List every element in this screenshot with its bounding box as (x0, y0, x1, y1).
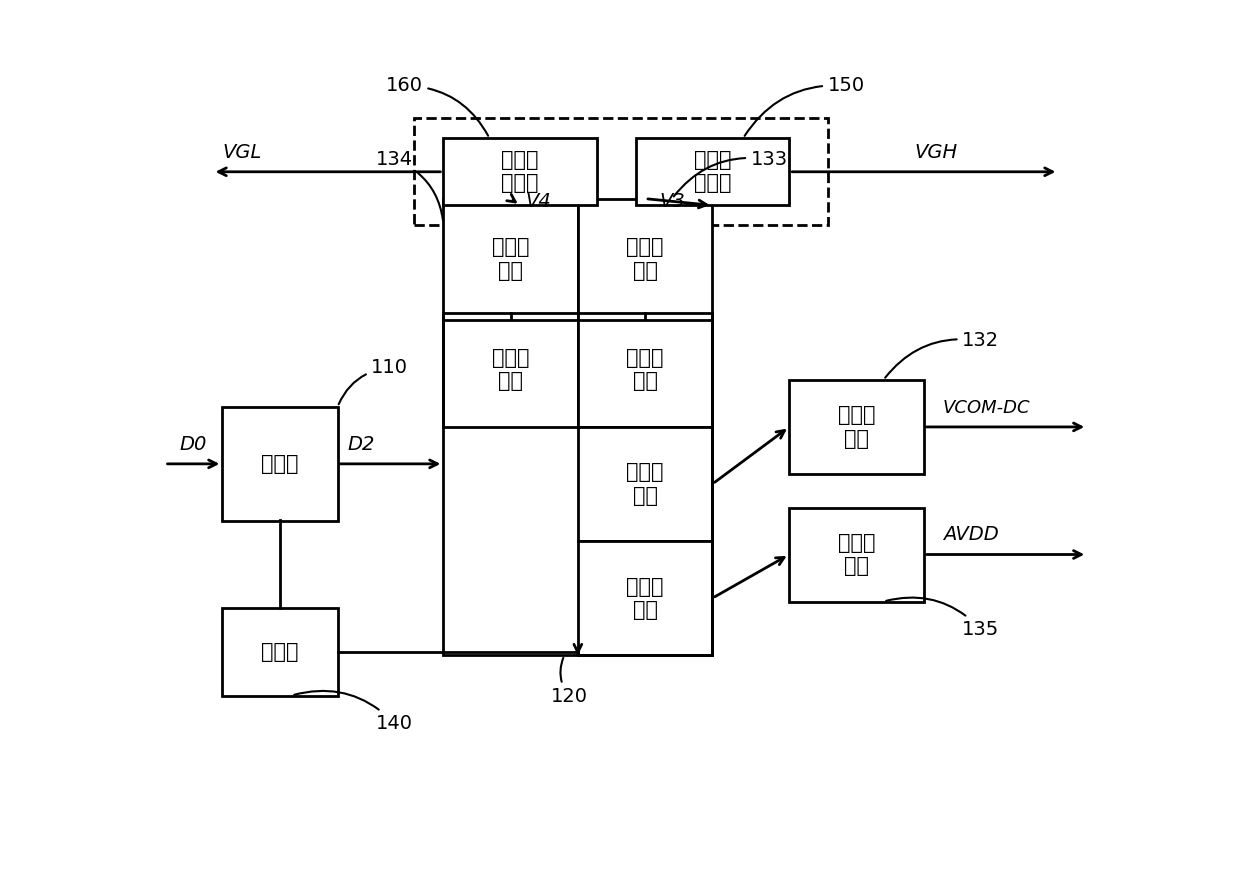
Text: 第一寄
存区: 第一寄 存区 (626, 348, 663, 392)
FancyBboxPatch shape (222, 406, 337, 521)
FancyBboxPatch shape (444, 199, 578, 319)
Text: 正电荷
泵单元: 正电荷 泵单元 (693, 150, 732, 194)
Text: 第四寄
存区: 第四寄 存区 (626, 462, 663, 506)
Text: 数模转
换器: 数模转 换器 (626, 237, 663, 281)
FancyBboxPatch shape (222, 609, 337, 696)
FancyBboxPatch shape (789, 508, 924, 602)
Text: VGL: VGL (222, 143, 262, 161)
Text: 数模转
换器: 数模转 换器 (838, 405, 875, 448)
Text: 110: 110 (339, 358, 408, 405)
Text: AVDD: AVDD (942, 526, 998, 544)
Text: 140: 140 (294, 691, 413, 733)
FancyBboxPatch shape (578, 199, 713, 319)
Text: 160: 160 (386, 76, 489, 136)
FancyBboxPatch shape (444, 313, 578, 427)
Text: 定时器: 定时器 (262, 642, 299, 662)
Text: 负电荷
泵单元: 负电荷 泵单元 (501, 150, 539, 194)
Text: D2: D2 (347, 435, 374, 453)
Text: V3: V3 (660, 193, 686, 212)
Text: D0: D0 (179, 435, 206, 453)
Text: 133: 133 (673, 150, 787, 196)
Text: 第三寄
存区: 第三寄 存区 (626, 576, 663, 620)
Text: 150: 150 (745, 76, 864, 136)
Text: 第二寄
存区: 第二寄 存区 (492, 348, 529, 392)
Text: 数模转
换器: 数模转 换器 (838, 533, 875, 576)
Text: 120: 120 (551, 657, 588, 706)
FancyBboxPatch shape (789, 380, 924, 473)
FancyBboxPatch shape (635, 138, 789, 205)
FancyBboxPatch shape (578, 541, 713, 655)
Text: V4: V4 (525, 193, 551, 212)
Text: VGH: VGH (914, 143, 957, 161)
Text: 135: 135 (887, 597, 999, 639)
FancyBboxPatch shape (578, 313, 713, 427)
FancyBboxPatch shape (444, 138, 596, 205)
Text: 存储器: 存储器 (262, 453, 299, 473)
Text: 134: 134 (376, 150, 443, 220)
Text: 132: 132 (885, 331, 999, 378)
Text: 数模转
换器: 数模转 换器 (492, 237, 529, 281)
FancyBboxPatch shape (578, 427, 713, 541)
Text: VCOM-DC: VCOM-DC (942, 399, 1030, 417)
